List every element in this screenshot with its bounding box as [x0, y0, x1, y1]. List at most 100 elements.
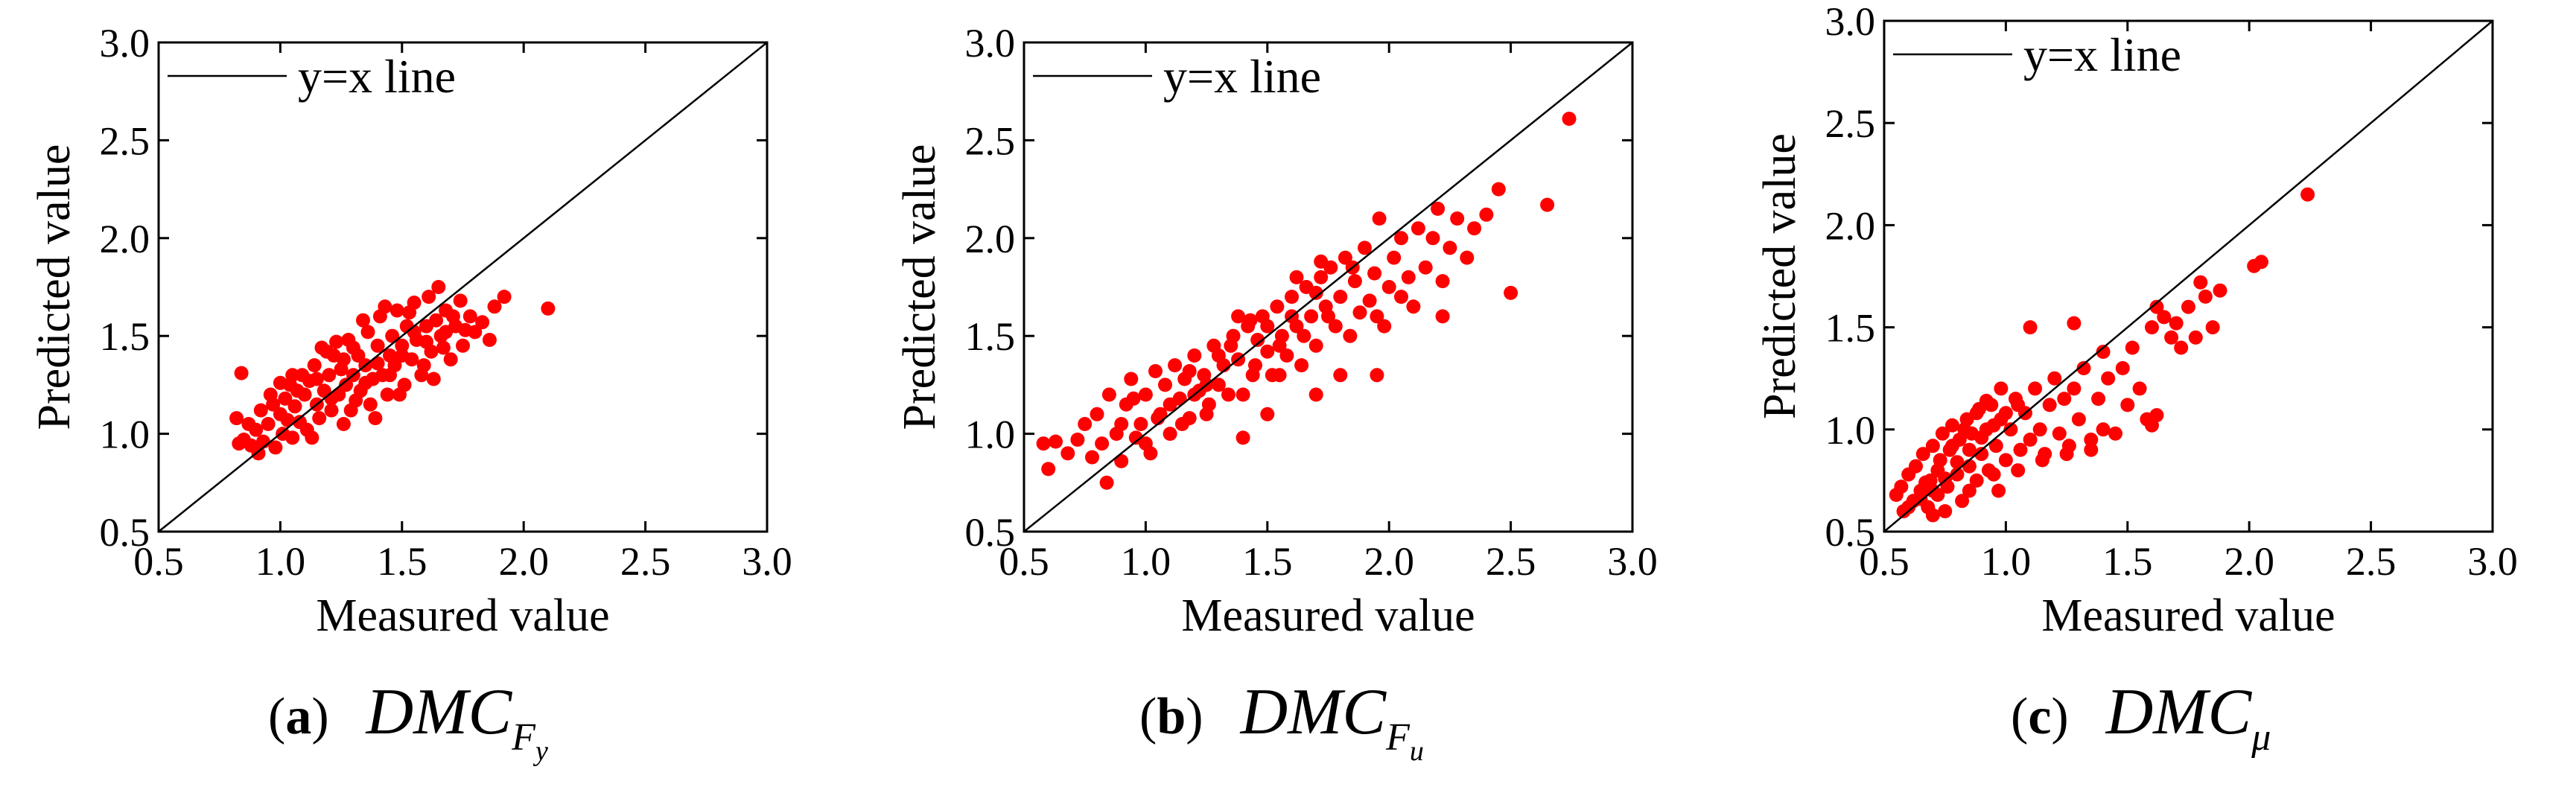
scatter-point	[1338, 250, 1352, 265]
scatter-point	[1894, 479, 1909, 494]
scatter-point	[356, 313, 370, 328]
scatter-point	[1540, 197, 1555, 212]
scatter-point	[402, 305, 417, 320]
scatter-point	[2115, 361, 2130, 375]
scatter-point	[1945, 418, 1959, 433]
y-tick-label: 2.5	[1825, 101, 1876, 146]
legend: y=x line	[1893, 28, 2181, 81]
scatter-point	[2076, 361, 2091, 375]
scatter-point	[2254, 255, 2268, 270]
scatter-point	[1279, 348, 1294, 363]
scatter-point	[1343, 328, 1358, 343]
scatter-point	[1998, 453, 2013, 468]
x-tick-label: 3.0	[2467, 539, 2518, 584]
scatter-point	[1138, 436, 1153, 451]
scatter-point	[346, 340, 360, 355]
scatter-point	[1235, 387, 1250, 402]
y-tick-label: 0.5	[100, 510, 150, 555]
scatter-point	[251, 446, 266, 461]
scatter-point	[2169, 316, 2184, 331]
scatter-point	[1126, 391, 1141, 406]
scatter-point	[1909, 459, 1923, 474]
y-tick-label: 1.0	[965, 412, 1016, 457]
scatter-point	[1467, 221, 1482, 236]
chart-panel-c: 0.5 1.0 1.5 2.0 2.5 3.0 0.5 1.0 1.5 2.0 2.5 3.0 Meas…	[1755, 0, 2518, 759]
scatter-point	[336, 417, 351, 431]
scatter-point	[1479, 207, 1494, 222]
scatter-point	[395, 348, 410, 363]
scatter-point	[2023, 320, 2038, 335]
scatter-point	[1352, 305, 1367, 320]
y-tick-label: 0.5	[1825, 510, 1876, 555]
x-tick-label: 1.5	[377, 539, 427, 584]
scatter-point	[395, 338, 410, 353]
scatter-point	[2132, 381, 2147, 396]
scatter-point	[2096, 422, 2111, 437]
scatter-point	[1362, 293, 1377, 308]
scatter-point	[1367, 266, 1382, 281]
scatter-point	[1938, 504, 1953, 519]
scatter-point	[426, 372, 441, 386]
scatter-point	[1174, 417, 1189, 431]
scatter-point	[1260, 344, 1275, 359]
caption-symbol: DMC	[1240, 676, 1387, 748]
scatter-point	[458, 322, 473, 337]
scatter-point	[290, 383, 305, 398]
scatter-point	[1070, 433, 1085, 447]
scatter-point	[268, 440, 283, 455]
scatter-point	[383, 368, 397, 383]
scatter-point	[2052, 426, 2067, 441]
scatter-point	[1986, 418, 2001, 433]
reference-line-y-equals-x	[158, 42, 768, 532]
scatter-point	[1085, 450, 1099, 465]
scatter-point	[1138, 387, 1153, 402]
scatter-point	[1304, 309, 1319, 324]
scatter-point	[2067, 381, 2082, 396]
scatter-point	[2300, 187, 2315, 202]
scatter-point	[1998, 406, 2013, 421]
scatter-point	[2084, 433, 2099, 447]
y-tick-label: 3.0	[100, 21, 150, 66]
scatter-point	[1060, 446, 1075, 461]
scatter-point	[2057, 392, 2072, 407]
y-tick-label: 2.0	[965, 217, 1016, 261]
legend-label: y=x line	[2023, 28, 2181, 81]
scatter-point	[1370, 368, 1384, 383]
scatter-point	[2181, 299, 2195, 314]
scatter-point	[1974, 430, 1989, 445]
caption-subscript: μ	[2251, 716, 2271, 759]
scatter-point	[2091, 392, 2106, 407]
x-axis-title: Measured value	[2041, 590, 2335, 641]
scatter-point	[1114, 417, 1129, 431]
chart-panel-a: 0.5 1.0 1.5 2.0 2.5 3.0 0.5 1.0 1.5 2.0 2.5 3.0 Meas…	[29, 21, 792, 767]
scatter-point	[416, 358, 431, 373]
scatter-point	[1078, 417, 1093, 431]
scatter-point	[1270, 299, 1285, 314]
scatter-point	[487, 299, 502, 314]
scatter-point	[1224, 338, 1238, 353]
scatter-point	[370, 338, 385, 353]
scatter-point	[1913, 491, 1928, 506]
scatter-point	[1221, 387, 1235, 402]
scatter-point	[1381, 280, 1396, 294]
scatter-point	[431, 280, 446, 294]
scatter-point	[380, 387, 395, 402]
scatter-point	[1443, 240, 1457, 255]
panel-caption: (a) DMCFy	[268, 676, 548, 767]
scatter-point	[1260, 319, 1275, 334]
scatter-point	[1101, 387, 1116, 402]
scatter-series	[229, 280, 556, 461]
scatter-point	[1308, 338, 1323, 353]
scatter-point	[1431, 201, 1446, 216]
scatter-point	[241, 417, 256, 431]
scatter-point	[1358, 240, 1372, 255]
y-tick-label: 2.0	[1825, 203, 1876, 248]
scatter-point	[1333, 290, 1348, 305]
scatter-point	[2047, 371, 2062, 386]
scatter-point	[1491, 182, 1506, 197]
scatter-point	[312, 411, 327, 426]
scatter-point	[1272, 338, 1287, 353]
scatter-point	[1955, 494, 1970, 509]
scatter-point	[2042, 398, 2057, 412]
